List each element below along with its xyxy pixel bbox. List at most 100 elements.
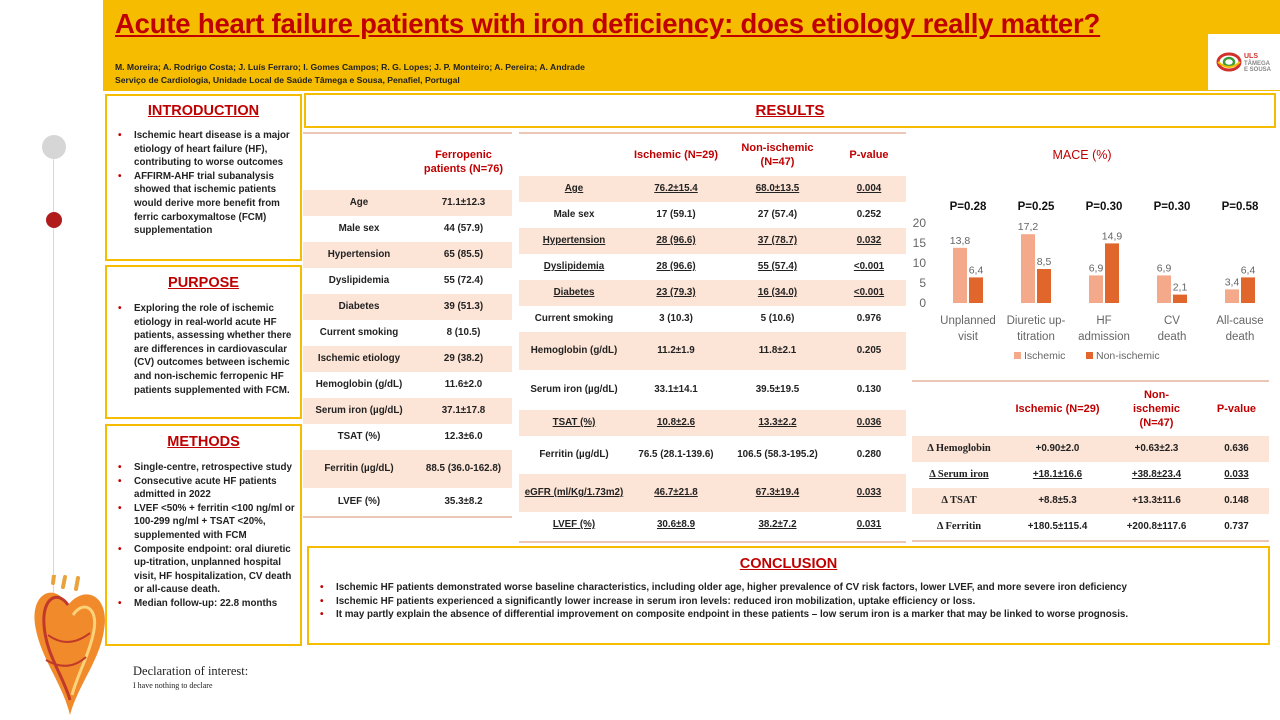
legend-label: Ischemic	[1024, 350, 1065, 362]
table-rule	[519, 541, 906, 543]
logo-text: ULS TÂMEGA E SOUSA	[1244, 54, 1271, 74]
table-cell: <0.001	[832, 261, 906, 273]
p-value-label: P=0.30	[1154, 201, 1191, 213]
table-cell: 0.205	[832, 345, 906, 357]
bar-ischemic	[1225, 289, 1239, 303]
table-cell: +8.8±5.3	[1006, 495, 1109, 507]
bar-non-ischemic	[1037, 269, 1051, 303]
list-item: Composite endpoint: oral diuretic up-tit…	[111, 543, 296, 597]
table-rule	[303, 516, 512, 518]
data-label: 6,4	[1241, 264, 1256, 276]
table-cell: Δ TSAT	[912, 495, 1006, 507]
table-cell: Ferritin (µg/dL)	[519, 449, 629, 461]
y-tick-label: 20	[913, 216, 927, 230]
table-row: Male sex 17 (59.1) 27 (57.4) 0.252	[519, 202, 906, 228]
x-category-label: CV death	[1158, 315, 1187, 343]
table-cell: 0.033	[1204, 469, 1269, 481]
table-cell: 0.737	[1204, 521, 1269, 533]
comparison-table: Ischemic (N=29) Non-ischemic (N=47) P-va…	[519, 134, 906, 538]
table-row: Serum iron (µg/dL) 33.1±14.1 39.5±19.5 0.13…	[519, 370, 906, 410]
table-rule	[912, 540, 1269, 542]
table-cell: 37.1±17.8	[415, 405, 512, 417]
table-cell: 68.0±13.5	[723, 183, 832, 195]
table-cell: Ischemic etiology	[303, 353, 415, 365]
table-cell: Diabetes	[303, 301, 415, 313]
table-cell: Age	[519, 183, 629, 195]
conclusion-section: CONCLUSION Ischemic HF patients demonstr…	[307, 546, 1270, 645]
table-row: Current smoking 3 (10.3) 5 (10.6) 0.976	[519, 306, 906, 332]
column-header: Ischemic (N=29)	[629, 148, 723, 162]
table-cell: 76.5 (28.1-139.6)	[629, 449, 723, 461]
table-cell: TSAT (%)	[519, 417, 629, 429]
introduction-title: INTRODUCTION	[107, 103, 300, 119]
table-cell: Hemoglobin (g/dL)	[519, 345, 629, 357]
table-cell: Δ Ferritin	[912, 521, 1006, 533]
legend-label: Non-ischemic	[1096, 350, 1160, 362]
table-header-row: Ferropenic patients (N=76)	[303, 134, 512, 190]
data-label: 6,4	[969, 264, 984, 276]
introduction-list: Ischemic heart disease is a major etiolo…	[111, 129, 291, 238]
chart-axes: 05101520	[913, 216, 927, 310]
table-cell: Hypertension	[519, 235, 629, 247]
table-cell: 17 (59.1)	[629, 209, 723, 221]
logo-icon	[1215, 50, 1245, 76]
purpose-section: PURPOSE Exploring the role of ischemic e…	[105, 265, 302, 419]
chart-title: MACE (%)	[1052, 148, 1111, 162]
institution-logo: ULS TÂMEGA E SOUSA	[1208, 34, 1280, 90]
table-cell: 28 (96.6)	[629, 235, 723, 247]
list-item: It may partly explain the absence of dif…	[313, 608, 1263, 622]
table-cell: Δ Hemoglobin	[912, 443, 1006, 455]
table-cell: 0.976	[832, 313, 906, 325]
results-header: RESULTS	[304, 93, 1276, 128]
declaration-text: I have nothing to declare	[133, 681, 213, 690]
methods-title: METHODS	[107, 434, 300, 450]
data-label: 17,2	[1018, 221, 1039, 233]
table-cell: +200.8±117.6	[1109, 521, 1204, 533]
table-cell: +0.90±2.0	[1006, 443, 1109, 455]
table-row: LVEF (%) 35.3±8.2	[303, 488, 512, 516]
table-cell: 0.636	[1204, 443, 1269, 455]
list-item: AFFIRM-AHF trial subanalysis showed that…	[111, 170, 291, 238]
table-row: Current smoking 8 (10.5)	[303, 320, 512, 346]
data-label: 6,9	[1089, 262, 1104, 274]
table-cell: +13.3±11.6	[1109, 495, 1204, 507]
table-cell: 0.252	[832, 209, 906, 221]
table-row: Δ Serum iron +18.1±16.6 +38.8±23.4 0.033	[912, 462, 1269, 488]
methods-section: METHODS Single-centre, retrospective stu…	[105, 424, 302, 646]
bar-ischemic	[1021, 234, 1035, 303]
table-row: Dyslipidemia 28 (96.6) 55 (57.4) <0.001	[519, 254, 906, 280]
results-title: RESULTS	[306, 102, 1274, 119]
chart-legend: Ischemic Non-ischemic	[1014, 350, 1160, 362]
table-row: Ischemic etiology 29 (38.2)	[303, 346, 512, 372]
table-row: LVEF (%) 30.6±8.9 38.2±7.2 0.031	[519, 512, 906, 538]
table-row: Ferritin (µg/dL) 88.5 (36.0-162.8)	[303, 450, 512, 488]
table-cell: Serum iron (µg/dL)	[303, 405, 415, 417]
table-cell: 0.004	[832, 183, 906, 195]
table-cell: Hypertension	[303, 249, 415, 261]
table-cell: 55 (72.4)	[415, 275, 512, 287]
table-row: Hypertension 28 (96.6) 37 (78.7) 0.032	[519, 228, 906, 254]
chart-labels: 13,86,4P=0.28Unplanned visit17,28,5P=0.25…	[940, 201, 1263, 343]
p-value-label: P=0.58	[1222, 201, 1259, 213]
table-cell: <0.001	[832, 287, 906, 299]
table-cell: Serum iron (µg/dL)	[519, 384, 629, 396]
table-cell: 0.280	[832, 449, 906, 461]
list-item: Consecutive acute HF patients admitted i…	[111, 475, 296, 502]
table-cell: LVEF (%)	[519, 519, 629, 531]
table-row: Δ TSAT +8.8±5.3 +13.3±11.6 0.148	[912, 488, 1269, 514]
table-cell: 67.3±19.4	[723, 487, 832, 499]
table-cell: eGFR (ml/Kg/1.73m2)	[519, 487, 629, 499]
table-cell: 37 (78.7)	[723, 235, 832, 247]
data-label: 3,4	[1225, 276, 1240, 288]
table-cell: 30.6±8.9	[629, 519, 723, 531]
table-cell: 46.7±21.8	[629, 487, 723, 499]
author-block: M. Moreira; A. Rodrigo Costa; J. Luís Fe…	[115, 61, 585, 86]
column-header: P-value	[1204, 402, 1269, 416]
table-cell: Current smoking	[303, 327, 415, 339]
table-cell: Age	[303, 197, 415, 209]
y-tick-label: 0	[919, 296, 926, 310]
timeline-dot-grey	[42, 135, 66, 159]
x-category-label: Diuretic up-titration	[1007, 315, 1066, 343]
table-cell: 12.3±6.0	[415, 431, 512, 443]
table-row: eGFR (ml/Kg/1.73m2) 46.7±21.8 67.3±19.4 0.0…	[519, 474, 906, 512]
